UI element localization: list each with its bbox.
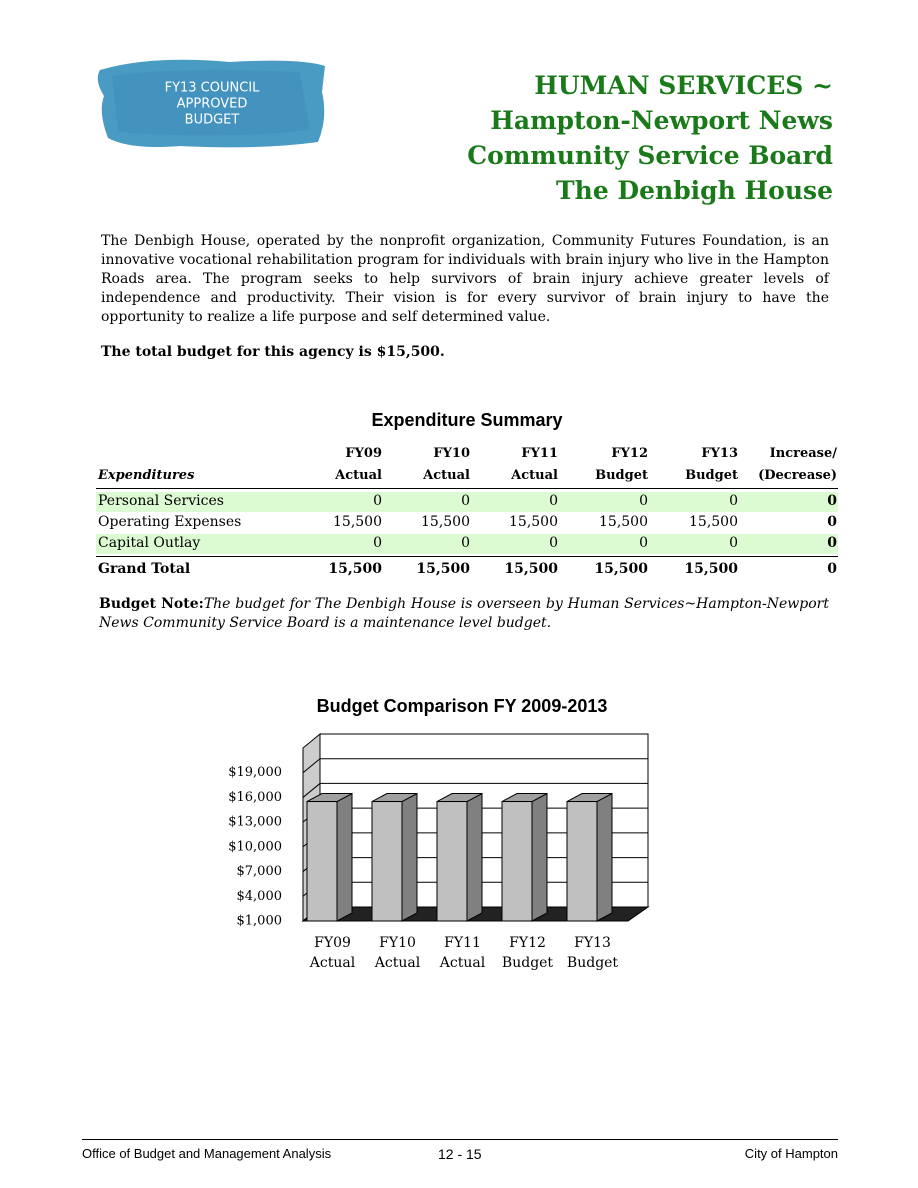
x-tick-label: Budget bbox=[567, 955, 619, 971]
column-header: (Decrease) bbox=[758, 468, 837, 483]
column-header: Actual bbox=[511, 468, 558, 483]
chart-title: Budget Comparison FY 2009-2013 bbox=[317, 696, 608, 716]
column-header: FY12 bbox=[611, 446, 648, 461]
title-line: The Denbigh House bbox=[556, 176, 833, 205]
cell: 0 bbox=[373, 535, 382, 551]
y-tick-label: $19,000 bbox=[228, 765, 282, 780]
logo-text: FY13 COUNCIL bbox=[165, 81, 261, 96]
y-tick-label: $10,000 bbox=[228, 839, 282, 854]
column-header: Actual bbox=[423, 468, 470, 483]
cell: 0 bbox=[729, 493, 738, 509]
y-tick-label: $16,000 bbox=[228, 790, 282, 805]
logo-text: APPROVED bbox=[177, 97, 248, 112]
cell: 15,500 bbox=[328, 561, 382, 577]
cell: 0 bbox=[827, 561, 837, 577]
cell: 15,500 bbox=[509, 514, 558, 530]
footer-center: 12 - 15 bbox=[438, 1146, 482, 1162]
budget-note: Budget Note:The budget for The Denbigh H… bbox=[99, 595, 829, 633]
cell: 15,500 bbox=[684, 561, 738, 577]
y-tick-label: $7,000 bbox=[237, 864, 283, 879]
footer-right: City of Hampton bbox=[744, 1146, 838, 1161]
cell: 0 bbox=[549, 493, 558, 509]
page-title: HUMAN SERVICES ~ Hampton-Newport News Co… bbox=[467, 68, 833, 208]
bar-side bbox=[596, 792, 613, 922]
row-band bbox=[96, 534, 838, 554]
cell: 15,500 bbox=[599, 514, 648, 530]
footer-left: Office of Budget and Management Analysis bbox=[82, 1146, 332, 1161]
bar-side bbox=[401, 792, 418, 922]
row-band bbox=[96, 492, 838, 512]
column-header: Expenditures bbox=[98, 468, 195, 483]
x-tick-label: FY09 bbox=[314, 935, 351, 951]
table-title: Expenditure Summary bbox=[371, 410, 563, 430]
bar bbox=[306, 801, 338, 922]
column-header: FY10 bbox=[433, 446, 470, 461]
cell: 15,500 bbox=[594, 561, 648, 577]
title-line: HUMAN SERVICES ~ bbox=[534, 71, 833, 100]
cell: 15,500 bbox=[421, 514, 470, 530]
logo-text: BUDGET bbox=[185, 113, 240, 128]
column-header: FY11 bbox=[521, 446, 558, 461]
cell: 0 bbox=[639, 535, 648, 551]
header-rule bbox=[96, 488, 838, 489]
logo-brush-shade bbox=[112, 69, 310, 136]
cell: 0 bbox=[373, 493, 382, 509]
footer-rule bbox=[82, 1139, 838, 1140]
cell: Grand Total bbox=[98, 561, 191, 577]
y-tick-label: $1,000 bbox=[237, 914, 283, 929]
x-tick-label: FY10 bbox=[379, 935, 416, 951]
column-header: Budget bbox=[595, 468, 648, 483]
x-tick-label: Actual bbox=[374, 955, 421, 971]
cell: 0 bbox=[729, 535, 738, 551]
note-label: Budget Note: bbox=[99, 596, 204, 612]
bar bbox=[436, 801, 468, 922]
x-tick-label: FY13 bbox=[574, 935, 611, 951]
column-header: FY09 bbox=[345, 446, 382, 461]
grid-line bbox=[302, 758, 321, 774]
x-tick-label: FY11 bbox=[444, 935, 481, 951]
cell: 15,500 bbox=[333, 514, 382, 530]
cell: 0 bbox=[461, 535, 470, 551]
total-rule bbox=[96, 556, 838, 557]
column-header: Budget bbox=[685, 468, 738, 483]
cell: 0 bbox=[461, 493, 470, 509]
cell: 15,500 bbox=[504, 561, 558, 577]
cell: 0 bbox=[549, 535, 558, 551]
cell: Capital Outlay bbox=[98, 535, 201, 551]
cell: 0 bbox=[827, 514, 837, 530]
note-text: The budget for The Denbigh House is over… bbox=[99, 596, 829, 631]
y-tick-label: $13,000 bbox=[228, 815, 282, 830]
title-line: Hampton-Newport News bbox=[490, 106, 833, 135]
bar-side bbox=[466, 792, 483, 922]
cell: 0 bbox=[827, 493, 837, 509]
x-tick-label: Actual bbox=[309, 955, 356, 971]
bar bbox=[371, 801, 403, 922]
cell: 15,500 bbox=[689, 514, 738, 530]
column-header: Actual bbox=[335, 468, 382, 483]
total-budget: The total budget for this agency is $15,… bbox=[101, 344, 445, 360]
cell: Operating Expenses bbox=[98, 514, 242, 530]
x-tick-label: Actual bbox=[439, 955, 486, 971]
bar-side bbox=[531, 792, 548, 922]
bar bbox=[566, 801, 598, 922]
grid-line bbox=[302, 783, 321, 798]
x-tick-label: Budget bbox=[502, 955, 554, 971]
column-header: FY13 bbox=[701, 446, 738, 461]
description: The Denbigh House, operated by the nonpr… bbox=[101, 233, 829, 325]
cell: 15,500 bbox=[416, 561, 470, 577]
x-tick-label: FY12 bbox=[509, 935, 546, 951]
title-line: Community Service Board bbox=[467, 141, 833, 170]
column-header: Increase/ bbox=[769, 446, 837, 461]
chart: $1,000 $4,000 $7,000 $10,000 $13,000 $16,000 $… bbox=[228, 732, 650, 971]
bar-side bbox=[336, 792, 353, 922]
cell: Personal Services bbox=[98, 493, 224, 509]
bar bbox=[501, 801, 533, 922]
cell: 0 bbox=[827, 535, 837, 551]
expenditure-table: FY09 FY10 FY11 FY12 FY13 Increase/Expenditure… bbox=[96, 446, 838, 577]
cell: 0 bbox=[639, 493, 648, 509]
y-tick-label: $4,000 bbox=[237, 889, 283, 904]
